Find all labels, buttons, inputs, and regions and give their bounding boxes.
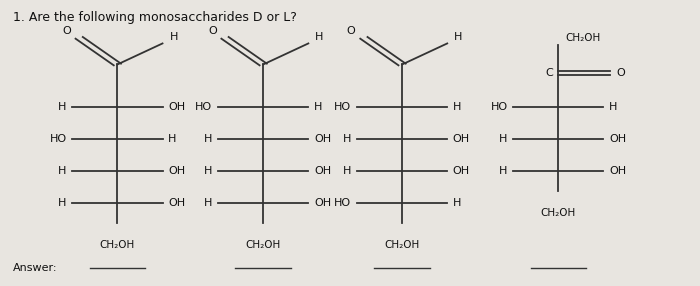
Text: H: H bbox=[499, 134, 508, 144]
Text: H: H bbox=[58, 102, 66, 112]
Text: 1. Are the following monosaccharides D or L?: 1. Are the following monosaccharides D o… bbox=[13, 11, 297, 24]
Text: H: H bbox=[204, 198, 213, 208]
Text: CH₂OH: CH₂OH bbox=[384, 240, 420, 250]
Text: O: O bbox=[346, 25, 356, 35]
Text: H: H bbox=[453, 198, 461, 208]
Text: H: H bbox=[609, 102, 617, 112]
Text: H: H bbox=[499, 166, 508, 176]
Text: H: H bbox=[204, 166, 213, 176]
Text: H: H bbox=[315, 32, 323, 42]
Text: HO: HO bbox=[195, 102, 213, 112]
Text: OH: OH bbox=[314, 166, 331, 176]
Text: C: C bbox=[545, 68, 553, 78]
Text: O: O bbox=[616, 68, 624, 78]
Text: H: H bbox=[453, 102, 461, 112]
Text: OH: OH bbox=[168, 102, 186, 112]
Text: OH: OH bbox=[168, 198, 186, 208]
Text: HO: HO bbox=[335, 198, 351, 208]
Text: CH₂OH: CH₂OH bbox=[246, 240, 281, 250]
Text: OH: OH bbox=[168, 166, 186, 176]
Text: H: H bbox=[454, 32, 463, 42]
Text: H: H bbox=[169, 32, 178, 42]
Text: H: H bbox=[58, 198, 66, 208]
Text: O: O bbox=[62, 25, 71, 35]
Text: H: H bbox=[343, 166, 351, 176]
Text: CH₂OH: CH₂OH bbox=[99, 240, 135, 250]
Text: OH: OH bbox=[314, 134, 331, 144]
Text: H: H bbox=[204, 134, 213, 144]
Text: H: H bbox=[314, 102, 322, 112]
Text: H: H bbox=[58, 166, 66, 176]
Text: OH: OH bbox=[314, 198, 331, 208]
Text: OH: OH bbox=[453, 166, 470, 176]
Text: CH₂OH: CH₂OH bbox=[566, 33, 601, 43]
Text: OH: OH bbox=[609, 134, 626, 144]
Text: HO: HO bbox=[491, 102, 508, 112]
Text: CH₂OH: CH₂OH bbox=[540, 208, 576, 217]
Text: O: O bbox=[208, 25, 217, 35]
Text: H: H bbox=[343, 134, 351, 144]
Text: HO: HO bbox=[50, 134, 66, 144]
Text: Answer:: Answer: bbox=[13, 263, 57, 273]
Text: OH: OH bbox=[609, 166, 626, 176]
Text: OH: OH bbox=[453, 134, 470, 144]
Text: HO: HO bbox=[335, 102, 351, 112]
Text: H: H bbox=[168, 134, 176, 144]
